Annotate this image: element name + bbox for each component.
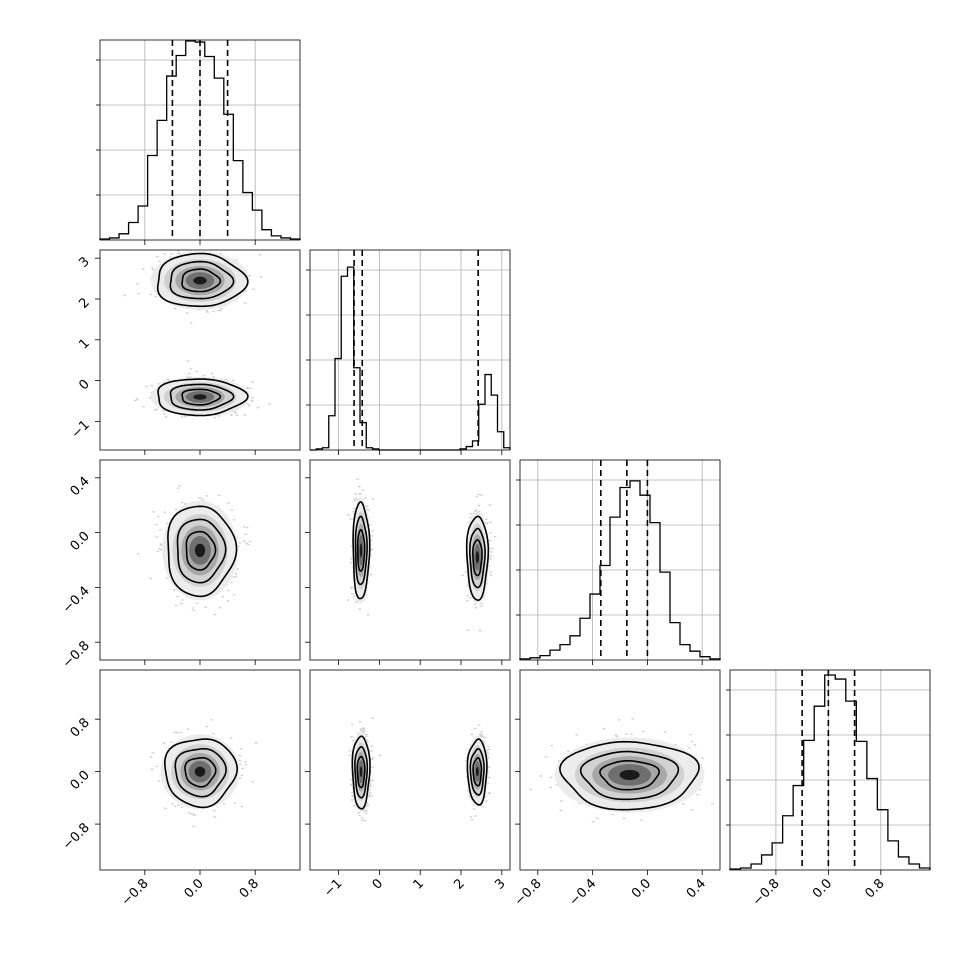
x-tick-label: 2 — [451, 876, 467, 892]
x-tick-label: 3 — [492, 876, 508, 892]
x-tick-label: 0 — [370, 876, 386, 892]
contour-line — [184, 757, 217, 788]
contour-line — [181, 388, 222, 406]
y-tick-label: 2 — [76, 295, 92, 311]
x-tick-label: −0.8 — [119, 876, 152, 909]
density-level — [193, 394, 207, 400]
panel-frame — [309, 249, 511, 451]
y-tick-label: 0.0 — [68, 529, 93, 554]
contour-line — [352, 501, 371, 600]
contour-line — [181, 268, 222, 293]
panel-1-0 — [123, 250, 271, 419]
density-level — [359, 543, 363, 558]
density-level — [475, 766, 479, 777]
contour-line — [472, 539, 483, 577]
x-tick-label: −0.4 — [566, 876, 599, 909]
panel-3-2 — [529, 718, 720, 823]
contour-line — [469, 747, 485, 796]
x-tick-label: 0.4 — [684, 876, 709, 901]
x-tick-label: −0.8 — [512, 876, 545, 909]
x-tick-label: −1 — [321, 876, 345, 900]
contour-line — [156, 252, 249, 308]
contour-line — [169, 383, 235, 411]
contour-line — [559, 740, 700, 811]
density-level — [194, 543, 206, 558]
panel-frame — [309, 669, 511, 871]
density-level — [619, 769, 640, 780]
histogram-3 — [729, 674, 931, 870]
panel-3-0 — [149, 719, 258, 828]
panel-frame — [519, 669, 721, 871]
panel-frame — [519, 459, 721, 661]
contour-line — [169, 260, 235, 300]
density-level — [193, 276, 207, 285]
contour-line — [472, 757, 483, 787]
density-level — [194, 766, 206, 777]
histogram-2 — [519, 480, 721, 660]
contour-line — [468, 527, 486, 589]
y-tick-label: −0.8 — [60, 820, 93, 853]
x-tick-label: 0.0 — [182, 876, 207, 901]
x-tick-label: 0.0 — [629, 876, 654, 901]
panel-frame — [729, 669, 931, 871]
contour-line — [157, 378, 249, 417]
contour-line — [599, 760, 661, 791]
contour-line — [356, 755, 366, 789]
x-tick-label: 0.8 — [862, 876, 887, 901]
contour-line — [167, 505, 238, 598]
panel-2-0 — [136, 485, 252, 616]
density-level — [359, 766, 363, 778]
panel-background — [310, 250, 510, 450]
y-tick-label: 0.4 — [68, 474, 93, 499]
x-tick-label: 0.8 — [237, 876, 262, 901]
contour-line — [176, 518, 227, 584]
y-tick-label: 3 — [76, 254, 92, 270]
panel-3-1 — [348, 717, 492, 822]
density-level — [475, 551, 479, 564]
y-tick-label: 0.8 — [68, 715, 93, 740]
panel-background — [730, 670, 930, 870]
y-tick-label: −1 — [69, 418, 93, 442]
x-tick-label: 0.0 — [810, 876, 835, 901]
y-tick-label: 1 — [76, 336, 92, 352]
y-tick-label: −0.4 — [60, 584, 93, 617]
contour-line — [354, 746, 369, 799]
x-tick-label: 1 — [411, 876, 427, 892]
contour-line — [579, 750, 680, 801]
y-tick-label: 0.0 — [68, 768, 93, 793]
x-tick-label: −0.8 — [750, 876, 783, 909]
contour-line — [466, 738, 488, 806]
y-tick-label: −0.8 — [60, 638, 93, 671]
contour-line — [185, 530, 217, 571]
panel-2-1 — [346, 478, 497, 632]
y-tick-label: 0 — [76, 377, 92, 393]
contour-line — [354, 515, 368, 586]
contour-line — [465, 515, 490, 602]
contour-line — [174, 748, 227, 798]
panel-frame — [309, 459, 511, 661]
contour-line — [356, 529, 366, 572]
contour-line — [351, 735, 371, 810]
contour-line — [163, 738, 239, 809]
